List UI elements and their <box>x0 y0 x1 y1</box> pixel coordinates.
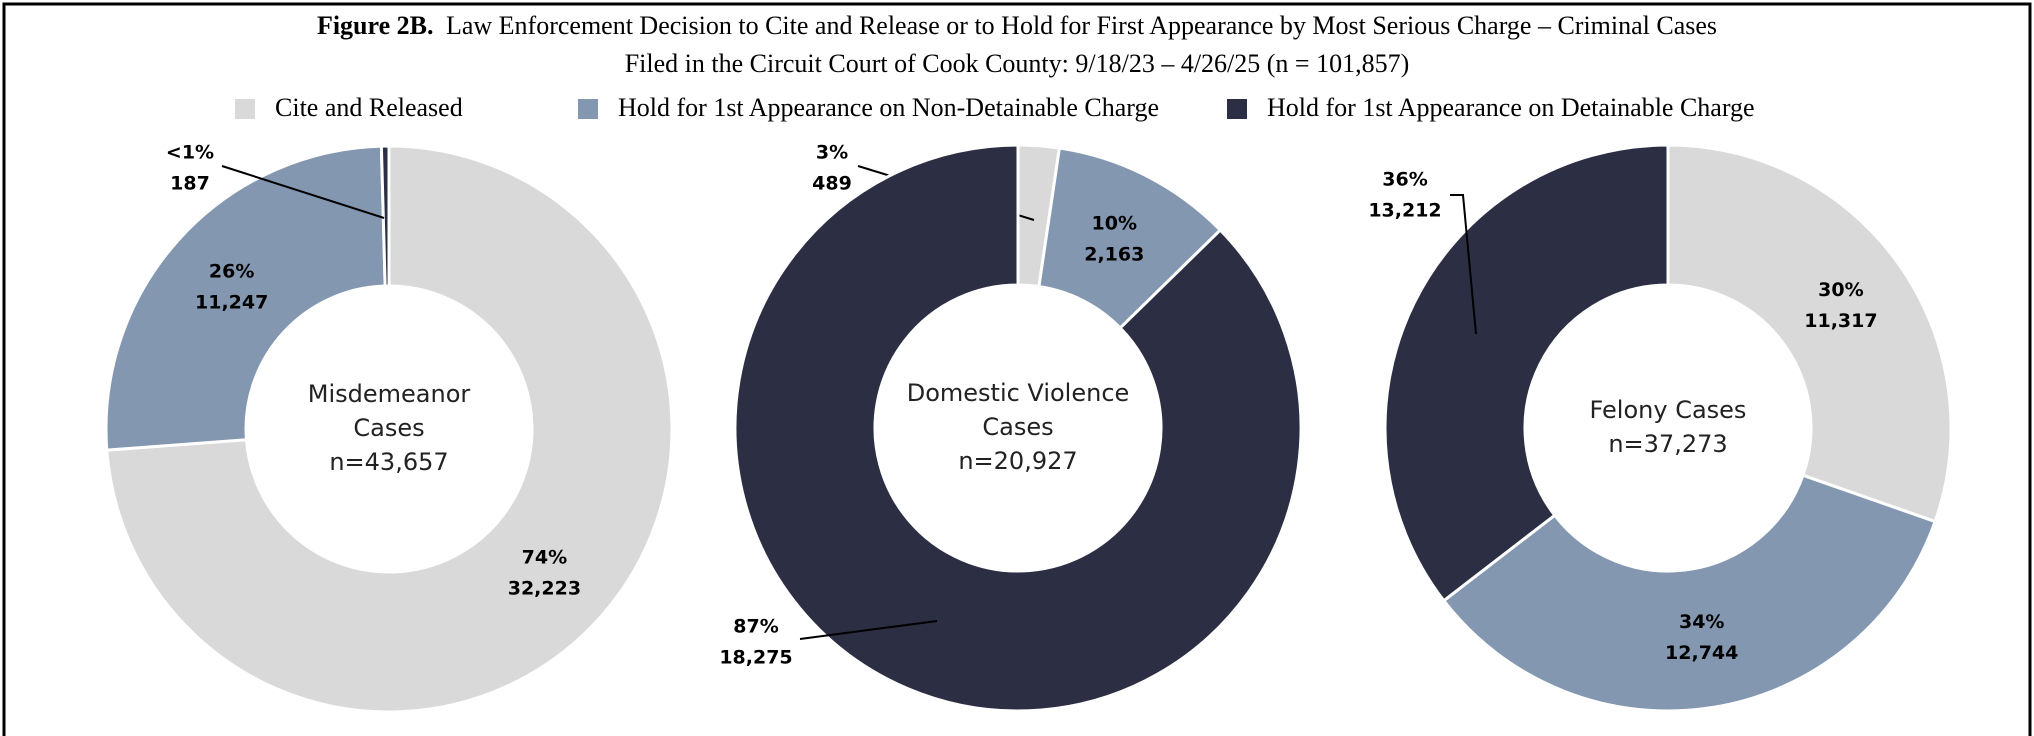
percent-label: 34% <box>1679 611 1724 633</box>
value-label: 18,275 <box>719 647 792 669</box>
donut-slice <box>733 143 1303 713</box>
title-text: Law Enforcement Decision to Cite and Rel… <box>446 11 1717 40</box>
legend-swatch <box>235 99 255 119</box>
value-label: 32,223 <box>508 578 581 600</box>
percent-label: 10% <box>1092 213 1137 235</box>
percent-label: 74% <box>522 547 567 569</box>
legend-label: Hold for 1st Appearance on Detainable Ch… <box>1267 93 1755 122</box>
value-label: 13,212 <box>1368 200 1441 222</box>
donut-slice <box>379 144 391 288</box>
donut-slice <box>1383 143 1670 603</box>
donut-slice <box>104 144 387 452</box>
percent-label: 87% <box>733 616 778 638</box>
percent-label: 3% <box>816 142 848 164</box>
value-label: 187 <box>170 173 210 195</box>
title: Figure 2B. Law Enforcement Decision to C… <box>317 11 1717 40</box>
legend-label: Hold for 1st Appearance on Non-Detainabl… <box>618 93 1159 122</box>
center-label: n=37,273 <box>1608 430 1727 458</box>
donut-slice <box>1666 143 1953 524</box>
legend-swatch <box>578 99 598 119</box>
center-label: Cases <box>982 413 1053 441</box>
value-label: 489 <box>812 173 852 195</box>
center-label: Misdemeanor <box>308 380 471 408</box>
legend-label: Cite and Released <box>275 93 463 122</box>
donut-slice <box>1441 473 1938 713</box>
percent-label: <1% <box>166 142 214 164</box>
leader-line <box>799 620 938 640</box>
center-label: Cases <box>353 414 424 442</box>
center-label: Felony Cases <box>1590 396 1747 424</box>
value-label: 11,247 <box>195 291 268 313</box>
legend-swatch <box>1227 99 1247 119</box>
value-label: 11,317 <box>1804 310 1877 332</box>
center-label: n=43,657 <box>329 448 448 476</box>
center-label: Domestic Violence <box>907 379 1130 407</box>
center-label: n=20,927 <box>958 447 1077 475</box>
percent-label: 26% <box>209 260 254 282</box>
subtitle: Filed in the Circuit Court of Cook Count… <box>625 49 1410 78</box>
value-label: 2,163 <box>1084 244 1144 266</box>
leader-line <box>221 165 385 219</box>
title-prefix: Figure 2B. <box>317 11 434 40</box>
donut-slice <box>105 144 674 714</box>
leader-line <box>1450 194 1477 335</box>
percent-label: 30% <box>1818 279 1863 301</box>
value-label: 12,744 <box>1665 642 1738 664</box>
percent-label: 36% <box>1382 169 1427 191</box>
